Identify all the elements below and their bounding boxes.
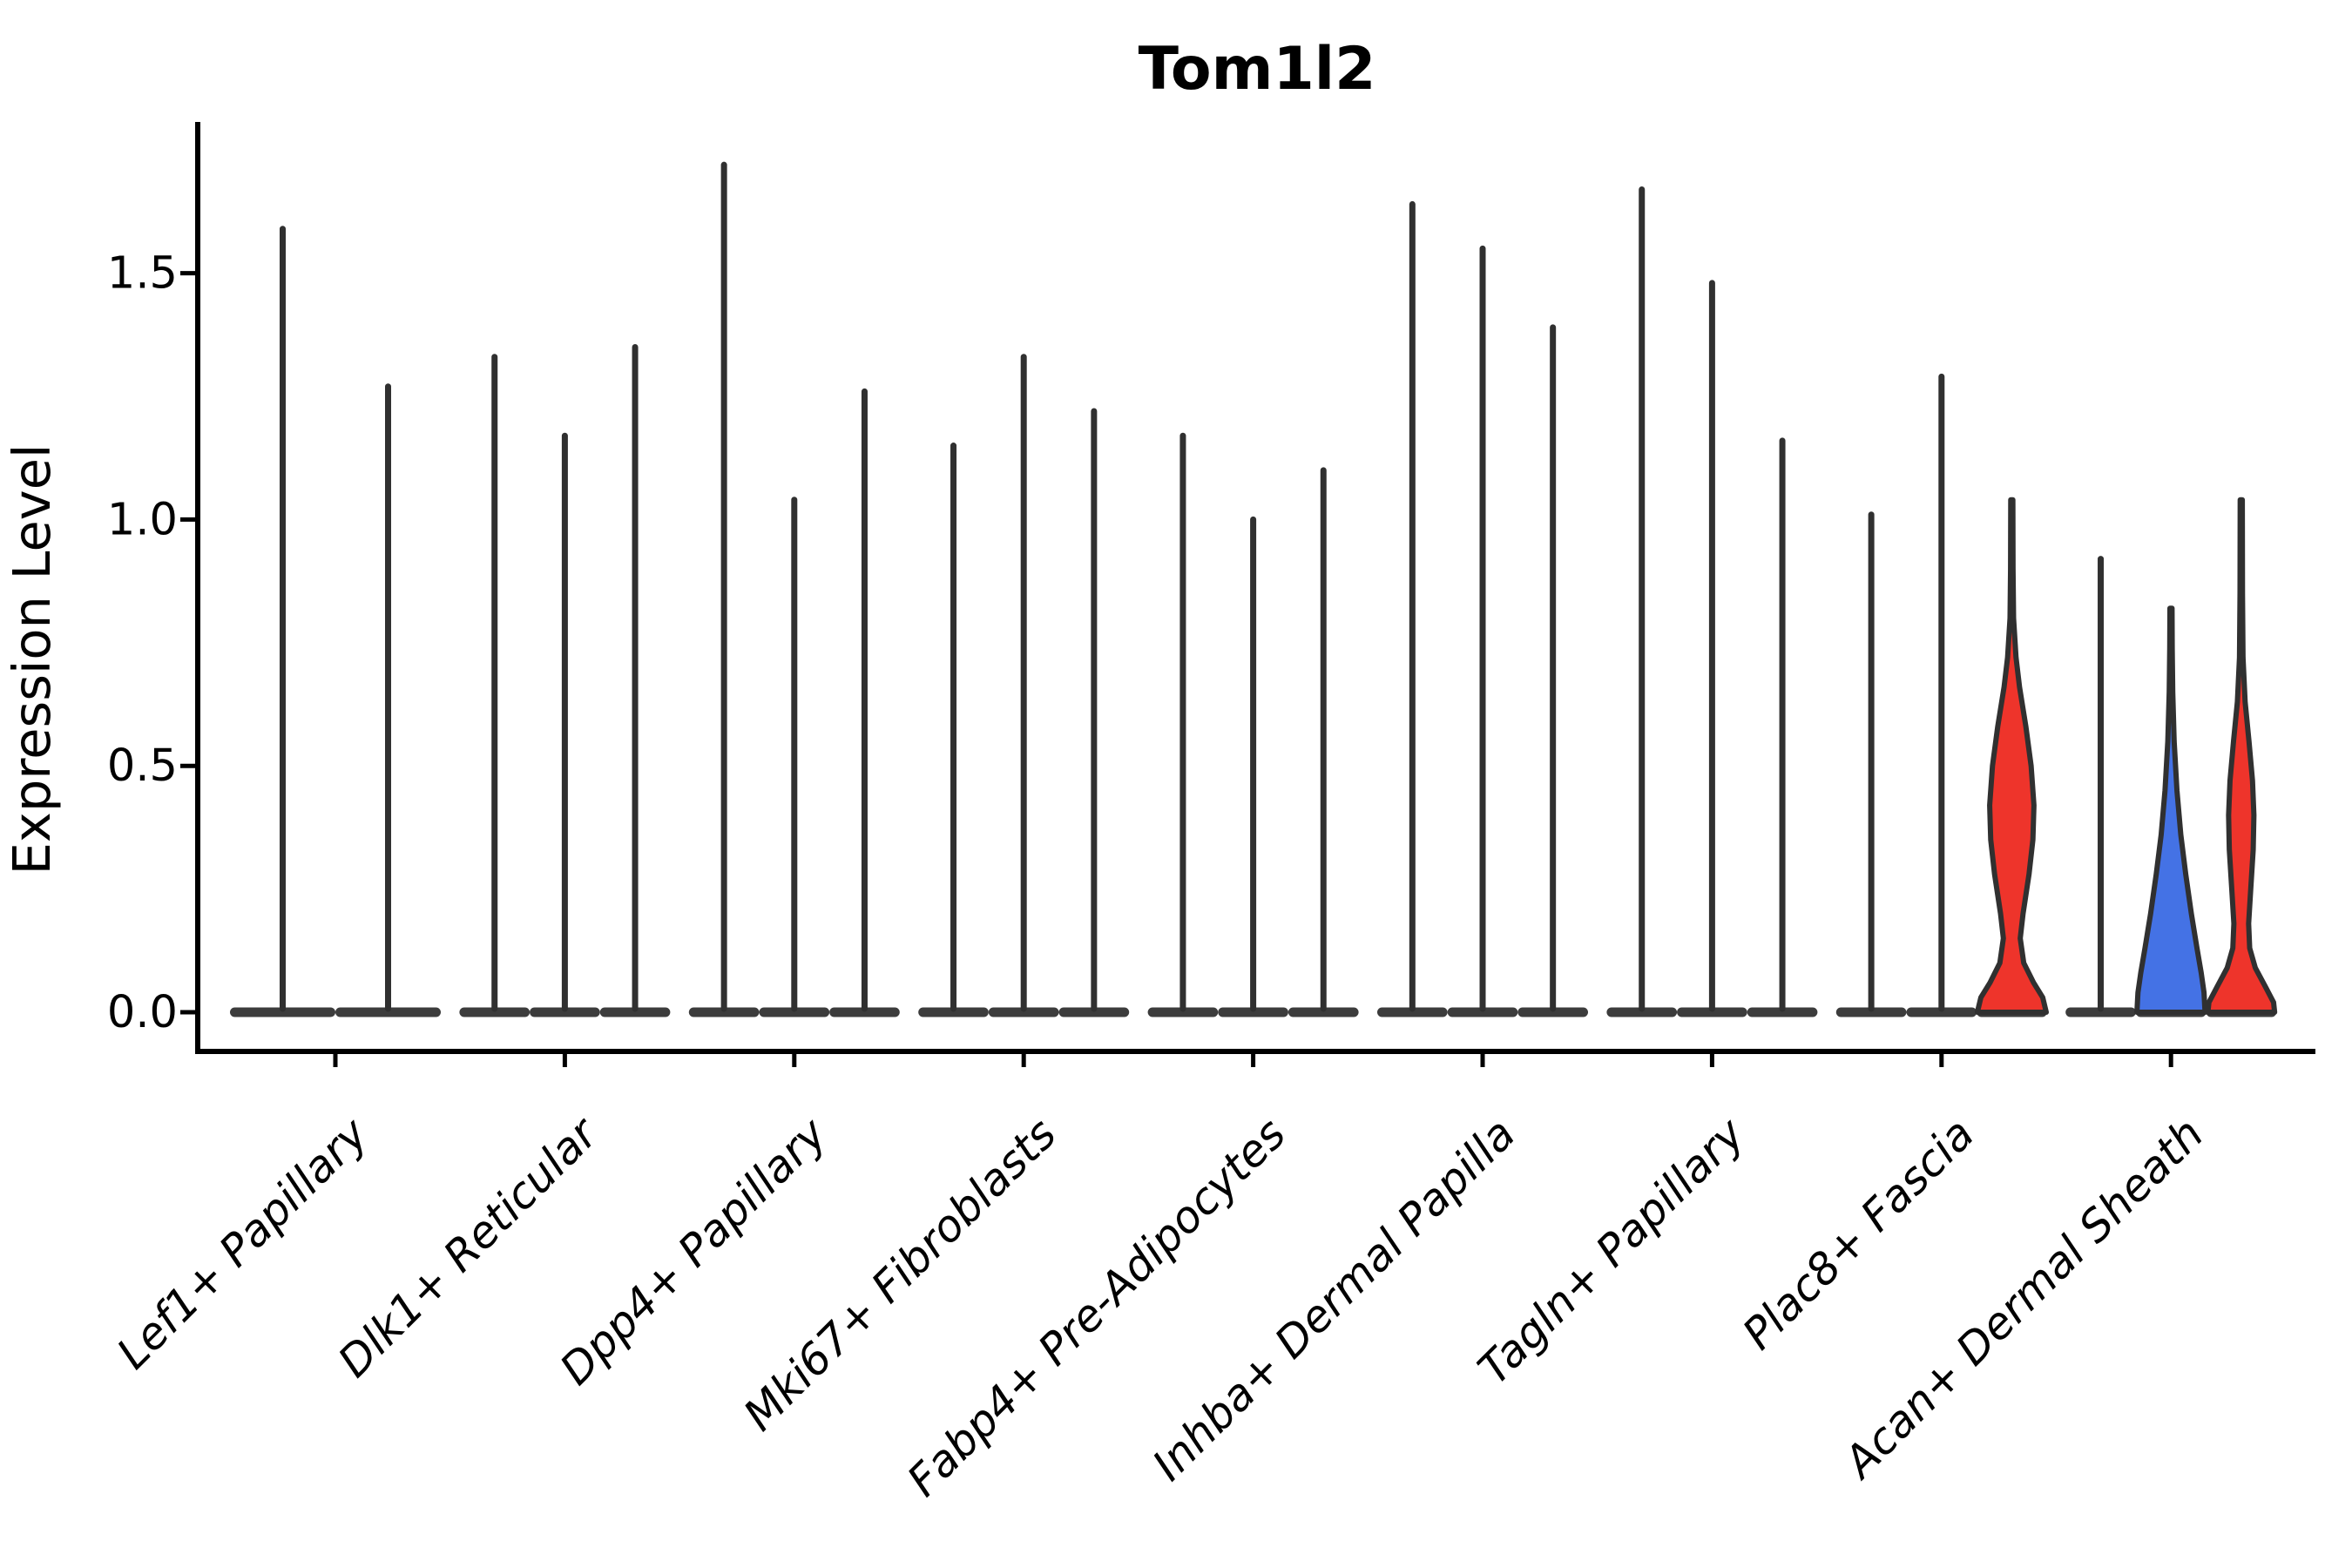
violin-baseline-strip xyxy=(1447,1007,1518,1017)
y-tick-label: 0.0 xyxy=(107,987,178,1038)
y-tick-label: 1.5 xyxy=(107,248,178,300)
violin-baseline-strip xyxy=(1517,1007,1588,1017)
violin-layer xyxy=(280,161,2278,1015)
violin-baseline-strip xyxy=(1835,1007,1907,1017)
y-axis-ticks: 0.0 0.5 1.0 1.5 xyxy=(107,248,198,1038)
violin-baseline-strip xyxy=(2065,1007,2136,1017)
violin-body xyxy=(2134,605,2208,1015)
violin-body xyxy=(2205,497,2278,1015)
x-axis-category-label: Plac8+ Fascia xyxy=(1733,1108,1984,1359)
violin-baseline-strip xyxy=(1058,1007,1130,1017)
violin-baseline-strip xyxy=(1147,1007,1219,1017)
violin-baseline-strip xyxy=(459,1007,531,1017)
violin-body xyxy=(1974,497,2049,1015)
violin-baseline-strip xyxy=(1288,1007,1359,1017)
violin-baseline-strip xyxy=(1677,1007,1747,1017)
violin-baseline-strip xyxy=(1377,1007,1448,1017)
axis-spines xyxy=(195,122,2315,1054)
y-axis-label: Expression Level xyxy=(2,444,62,875)
violin-baseline-strip xyxy=(688,1007,760,1017)
violin-baseline-strip xyxy=(829,1007,900,1017)
violin-baseline-strip xyxy=(1906,1007,1977,1017)
x-axis-category-label: Fabp4+ Pre-Adipocytes xyxy=(898,1108,1296,1506)
y-tick-label: 0.5 xyxy=(107,740,178,792)
violin-baseline-strip xyxy=(1218,1007,1288,1017)
x-axis-category-label: Lef1+ Papillary xyxy=(107,1107,378,1378)
violin-baseline-strip xyxy=(918,1007,989,1017)
chart-title: Tom1l2 xyxy=(1139,35,1376,104)
violin-baseline-strip xyxy=(530,1007,600,1017)
violin-baseline-strip xyxy=(1747,1007,1818,1017)
x-axis-category-label: Acan+ Dermal Sheath xyxy=(1833,1108,2213,1489)
y-tick-label: 1.0 xyxy=(107,494,178,545)
violin-baseline-strip xyxy=(599,1007,671,1017)
violin-baseline-strip xyxy=(988,1007,1059,1017)
violin-baseline-strip xyxy=(335,1007,441,1017)
x-axis-category-label: Inhba+ Dermal Papilla xyxy=(1143,1108,1524,1490)
violin-baseline-strip xyxy=(230,1007,335,1017)
violin-baseline-strip xyxy=(1606,1007,1678,1017)
violin-baseline-strip xyxy=(759,1007,830,1017)
